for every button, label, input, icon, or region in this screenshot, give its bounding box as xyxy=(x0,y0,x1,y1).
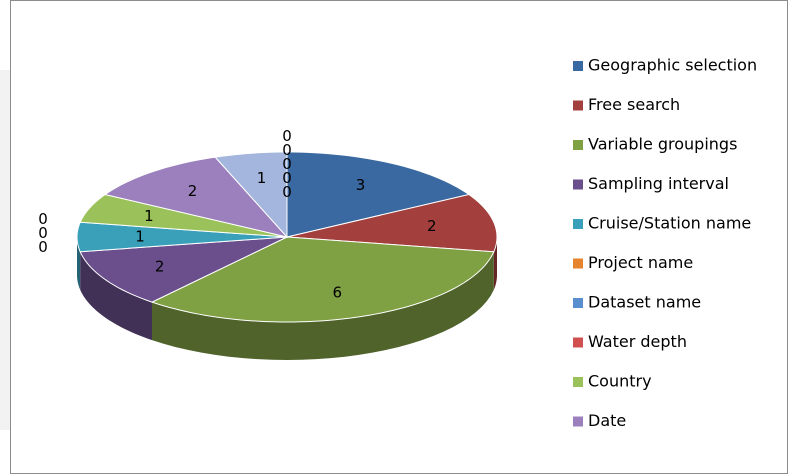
legend-swatch xyxy=(573,140,583,150)
data-label: 0 xyxy=(38,210,48,228)
legend-label: Sampling interval xyxy=(588,174,729,193)
legend-swatch xyxy=(573,219,583,229)
slice xyxy=(214,151,288,239)
legend-label: Project name xyxy=(588,253,693,272)
data-label: 1 xyxy=(144,207,154,225)
data-label: 0 xyxy=(38,238,48,256)
legend-label: Date xyxy=(588,411,626,430)
slice xyxy=(286,193,498,253)
data-label: 2 xyxy=(155,257,165,275)
legend-label: Geographic selection xyxy=(588,56,757,75)
data-label: 0 xyxy=(282,169,292,187)
data-label: 2 xyxy=(427,217,437,235)
legend-label: Country xyxy=(588,372,652,391)
slice xyxy=(79,236,288,303)
data-label: 0 xyxy=(282,155,292,173)
legend-swatch xyxy=(573,61,583,71)
legend-swatch xyxy=(573,100,583,111)
slice xyxy=(76,221,288,253)
slice-side xyxy=(80,251,153,341)
legend-swatch xyxy=(573,416,583,427)
legend-label: Dataset name xyxy=(588,293,701,312)
legend-swatch xyxy=(573,179,583,190)
data-label: 0 xyxy=(282,141,292,159)
legend-label: Cruise/Station name xyxy=(588,214,751,233)
slice-side xyxy=(152,251,494,360)
slice xyxy=(103,156,289,238)
data-label: 0 xyxy=(38,224,48,242)
data-label: 6 xyxy=(333,283,343,301)
slice xyxy=(79,193,288,238)
legend-swatch xyxy=(573,258,583,269)
legend-swatch xyxy=(573,337,583,348)
data-label: 1 xyxy=(257,169,267,187)
data-label: 0 xyxy=(282,183,292,201)
legend-swatch xyxy=(573,298,583,308)
data-label: 1 xyxy=(135,228,145,246)
legend-label: Variable groupings xyxy=(588,135,737,154)
legend-label: Water depth xyxy=(588,332,687,351)
slice xyxy=(150,236,495,323)
data-label: 3 xyxy=(356,176,366,194)
data-label: 2 xyxy=(188,182,198,200)
legend-label: Free search xyxy=(588,95,680,114)
data-label: 0 xyxy=(282,127,292,145)
legend-swatch xyxy=(573,377,583,387)
slice xyxy=(286,151,471,238)
